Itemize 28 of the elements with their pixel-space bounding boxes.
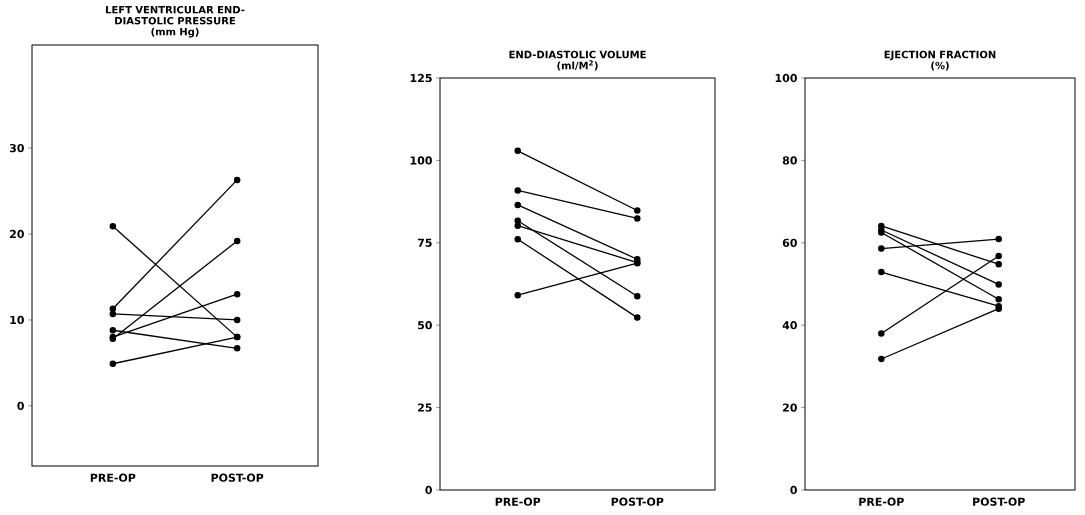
y-tick-label: 30: [9, 143, 24, 153]
y-tick-label: 75: [417, 238, 432, 247]
y-tick-label: 40: [782, 321, 797, 330]
x-tick-label: PRE-OP: [90, 473, 136, 482]
y-tick-label: 0: [425, 485, 432, 495]
y-tick-label: 100: [775, 73, 797, 83]
x-tick-label: PRE-OP: [859, 497, 904, 506]
y-tick-label: 100: [410, 156, 432, 165]
y-tick-label: 0: [17, 401, 24, 411]
y-tick-label: 20: [783, 403, 797, 412]
y-tick-label: 80: [782, 156, 797, 165]
chart-title: END-DIASTOLIC VOLUME: [509, 50, 646, 59]
y-tick-label: 25: [418, 403, 432, 412]
chart-subtitle: (%): [931, 61, 949, 71]
x-tick-label: POST-OP: [973, 497, 1025, 506]
x-tick-label: POST-OP: [211, 473, 264, 482]
y-tick-label: 10: [10, 315, 24, 325]
x-tick-label: PRE-OP: [495, 497, 541, 506]
y-tick-label: 0: [790, 485, 797, 495]
chart-subtitle: (ml/M$^{2}$): [557, 60, 598, 71]
x-tick-label: POST-OP: [611, 497, 664, 506]
chart-subtitle: (mm Hg): [151, 27, 199, 38]
y-tick-label: 50: [418, 321, 432, 330]
y-tick-label: 20: [10, 229, 24, 239]
y-tick-label: 60: [782, 238, 797, 247]
chart-title: EJECTION FRACTION: [884, 50, 996, 61]
chart-title: LEFT VENTRICULAR END-DIASTOLIC PRESSURE: [106, 5, 245, 25]
y-tick-label: 125: [410, 73, 432, 83]
